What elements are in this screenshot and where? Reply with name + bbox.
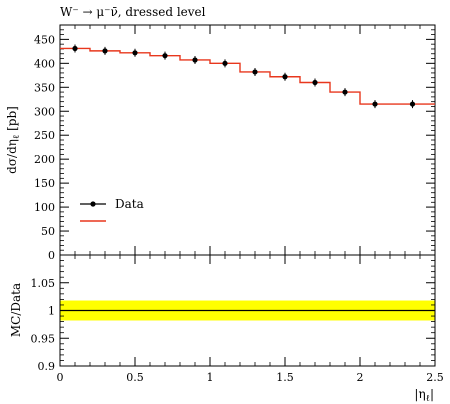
data-point [72,45,78,52]
y-tick-label: 150 [34,177,55,190]
data-point [162,53,168,59]
data-point [372,101,378,107]
x-tick-label: 2.5 [426,371,444,384]
data-point [282,74,288,80]
x-tick-label: 0.5 [126,371,144,384]
data-point [102,48,108,54]
y-tick-label: 200 [34,153,55,166]
chart-title: W⁻ → μ⁻ν̄, dressed level [60,5,206,19]
x-tick-label: 1.5 [276,371,294,384]
y-tick-label: 350 [34,81,55,94]
x-tick-label: 2 [357,371,364,384]
data-point [409,101,416,107]
x-tick-label: 1 [207,371,214,384]
y-tick-label: 300 [34,105,55,118]
main-frame [59,24,436,256]
legend: Data [80,197,144,222]
y-tick-label: 100 [34,201,55,214]
x-tick-label: 0 [57,371,64,384]
x-axis-label: |ηℓ| [414,387,434,404]
data-point [132,50,138,56]
ratio-y-tick-label: 0.95 [31,332,56,345]
y-tick-label: 450 [34,33,55,46]
y-tick-label: 250 [34,129,55,142]
main-panel: 0 50 100 150 200 250 300 350 400 450 Data [34,24,436,262]
y-tick-label: 50 [41,225,55,238]
legend-data-marker [90,201,96,207]
ratio-y-tick-label: 0.9 [38,360,56,373]
y-tick-label: 400 [34,57,55,70]
y-tick-label: 0 [48,249,55,262]
data-point [192,57,198,63]
ratio-y-tick-label: 1 [48,305,55,318]
ratio-y-tick-label: 1.05 [31,277,56,290]
y-axis-label-ratio: MC/Data [9,283,23,337]
ratio-panel: 0.9 0.95 1 1.05 0 0.5 1 1.5 2 2.5 [31,254,444,384]
data-point [342,89,348,95]
data-point [312,79,318,86]
mc-histogram-line [60,47,435,105]
legend-data-label: Data [115,197,144,211]
data-point [252,69,258,75]
data-point [222,60,228,66]
y-axis-label-main: dσ/dηℓ [pb] [5,106,22,174]
